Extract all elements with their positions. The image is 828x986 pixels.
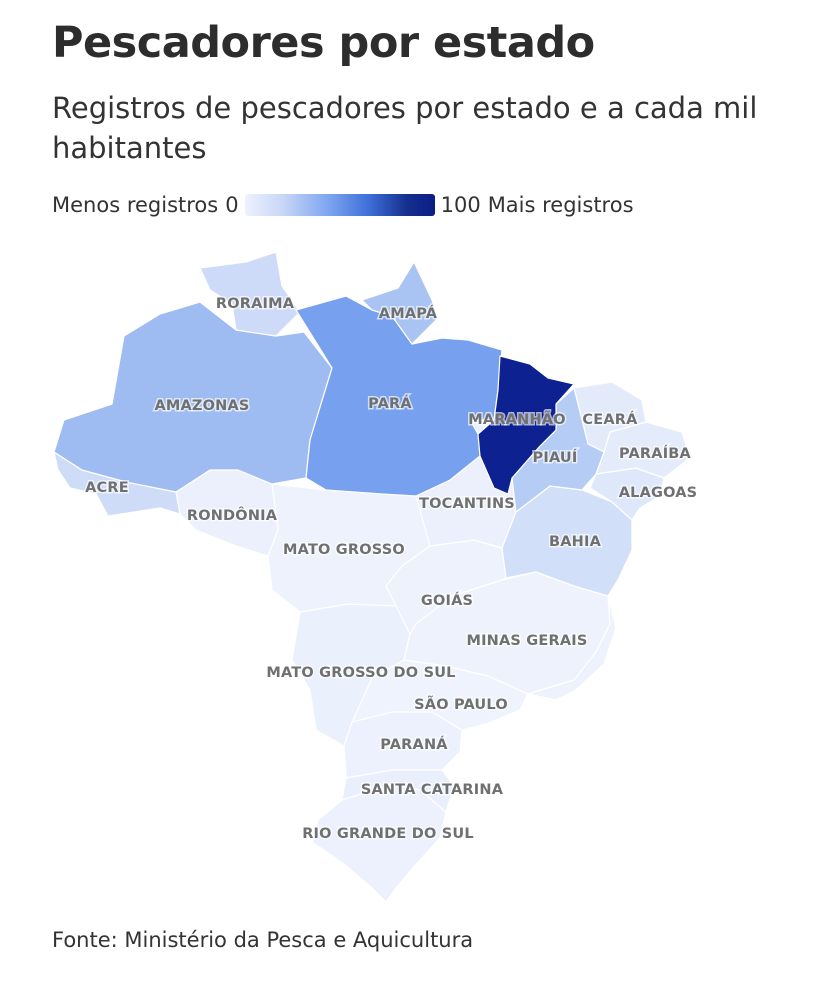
legend-min-value: 0 bbox=[225, 193, 239, 217]
label-mato-grosso: MATO GROSSO bbox=[283, 542, 405, 558]
label-rondonia: RONDÔNIA bbox=[187, 506, 278, 524]
legend-gradient-bar bbox=[244, 194, 435, 216]
label-goias: GOIÁS bbox=[421, 592, 473, 609]
label-paraiba: PARAÍBA bbox=[619, 445, 692, 462]
label-santa-catarina: SANTA CATARINA bbox=[361, 782, 504, 798]
legend-min-label: Menos registros bbox=[52, 193, 219, 217]
label-roraima: RORAIMA bbox=[216, 296, 295, 312]
label-alagoas: ALAGOAS bbox=[619, 485, 698, 501]
state-amapa[interactable] bbox=[361, 261, 439, 345]
label-para: PARÁ bbox=[368, 395, 412, 412]
label-sao-paulo: SÃO PAULO bbox=[414, 696, 508, 713]
legend-max-value: 100 bbox=[440, 193, 481, 217]
label-maranhao: MARANHÃO bbox=[468, 411, 565, 428]
brazil-choropleth-map: RORAIMA AMAPÁ AMAZONAS PARÁ MARANHÃO CEA… bbox=[0, 235, 828, 920]
state-espirito-santo-rj[interactable] bbox=[527, 595, 617, 701]
label-bahia: BAHIA bbox=[549, 534, 602, 550]
label-amapa: AMAPÁ bbox=[379, 305, 438, 322]
label-mato-grosso-do-sul: MATO GROSSO DO SUL bbox=[266, 665, 455, 681]
state-amazonas[interactable] bbox=[53, 301, 333, 493]
chart-title: Pescadores por estado bbox=[52, 18, 595, 68]
label-parana: PARANÁ bbox=[380, 736, 448, 753]
label-ceara: CEARÁ bbox=[582, 411, 638, 428]
state-rio-grande-do-sul[interactable] bbox=[311, 783, 447, 903]
legend-max-label: Mais registros bbox=[487, 193, 634, 217]
label-piaui: PIAUÍ bbox=[533, 449, 578, 466]
source-note: Fonte: Ministério da Pesca e Aquicultura bbox=[52, 928, 474, 952]
label-tocantins: TOCANTINS bbox=[419, 496, 515, 512]
chart-subtitle: Registros de pescadores por estado e a c… bbox=[52, 91, 758, 165]
state-maranhao[interactable] bbox=[477, 355, 575, 495]
state-roraima[interactable] bbox=[199, 251, 301, 337]
label-amazonas: AMAZONAS bbox=[154, 398, 249, 414]
label-rio-grande-do-sul: RIO GRANDE DO SUL bbox=[302, 826, 474, 842]
label-acre: ACRE bbox=[85, 480, 129, 496]
color-legend: Menos registros 0 100 Mais registros bbox=[52, 190, 634, 220]
map-svg: RORAIMA AMAPÁ AMAZONAS PARÁ MARANHÃO CEA… bbox=[53, 251, 699, 903]
label-minas-gerais: MINAS GERAIS bbox=[466, 633, 587, 649]
